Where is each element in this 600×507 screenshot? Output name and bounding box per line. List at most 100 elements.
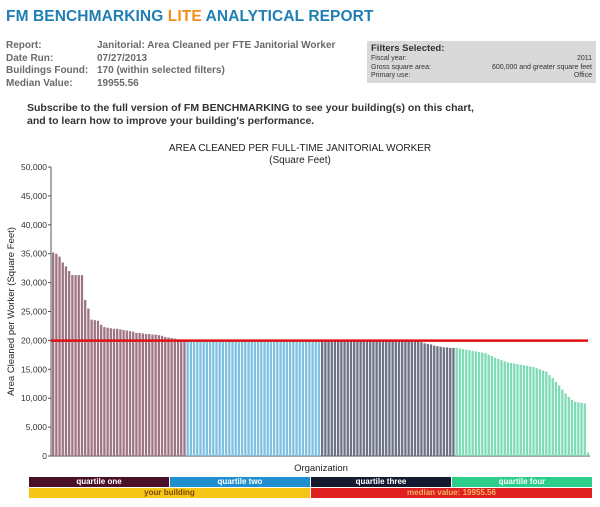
bar-quartile-one bbox=[154, 334, 157, 456]
bar-quartile-one bbox=[128, 331, 132, 456]
bar-quartile-two bbox=[202, 340, 205, 456]
chart-title-block: AREA CLEANED PER FULL-TIME JANITORIAL WO… bbox=[0, 143, 600, 167]
subscribe-line-2: and to learn how to improve your buildin… bbox=[27, 114, 315, 127]
bar-quartile-three bbox=[452, 347, 455, 456]
meta-value: 170 (within selected filters) bbox=[97, 65, 225, 76]
bar-quartile-four bbox=[455, 347, 458, 456]
bar-quartile-two bbox=[237, 340, 241, 456]
filter-label: Gross square area: bbox=[371, 63, 431, 71]
bar-quartile-four bbox=[532, 366, 535, 456]
y-axis-label: Area Cleaned per Worker (Square Feet) bbox=[6, 227, 17, 396]
y-tick-label: 45,000 bbox=[21, 191, 47, 201]
bar-quartile-one bbox=[87, 308, 90, 456]
bar-quartile-two bbox=[279, 340, 282, 456]
bar-quartile-two bbox=[304, 340, 308, 456]
bar-quartile-one bbox=[74, 275, 77, 456]
bar-quartile-four bbox=[519, 364, 522, 456]
bar-quartile-three bbox=[388, 340, 391, 456]
bar-quartile-four bbox=[490, 356, 494, 456]
report-title: FM BENCHMARKING LITE ANALYTICAL REPORT bbox=[6, 8, 374, 26]
bar-quartile-one bbox=[119, 329, 122, 456]
bar-quartile-two bbox=[292, 340, 295, 456]
bar-quartile-one bbox=[52, 252, 55, 456]
bar-quartile-one bbox=[100, 324, 103, 456]
bar-quartile-three bbox=[423, 343, 426, 456]
title-rest: ANALYTICAL REPORT bbox=[205, 8, 374, 25]
bar-quartile-two bbox=[311, 340, 314, 456]
bar-quartile-one bbox=[148, 334, 151, 456]
bar-quartile-three bbox=[449, 347, 452, 456]
bar-quartile-two bbox=[208, 340, 212, 456]
bar-quartile-one bbox=[106, 327, 109, 456]
bar-quartile-two bbox=[253, 340, 257, 456]
bar-quartile-one bbox=[170, 338, 173, 456]
bar-quartile-one bbox=[176, 339, 180, 456]
bar-quartile-two bbox=[298, 340, 301, 456]
bar-quartile-two bbox=[215, 340, 218, 456]
bar-quartile-four bbox=[551, 377, 554, 456]
bar-quartile-four bbox=[545, 371, 548, 456]
bar-quartile-three bbox=[385, 340, 388, 456]
bar-quartile-two bbox=[256, 340, 260, 456]
bar-quartile-two bbox=[285, 340, 289, 456]
bar-quartile-one bbox=[103, 327, 106, 456]
bar-quartile-one bbox=[160, 335, 164, 456]
bar-quartile-four bbox=[506, 362, 510, 456]
bar-quartile-one bbox=[135, 332, 138, 456]
bar-quartile-three bbox=[337, 340, 340, 456]
bar-quartile-three bbox=[381, 340, 385, 456]
bar-quartile-four bbox=[458, 348, 462, 456]
bar-quartile-one bbox=[183, 340, 186, 456]
bar-quartile-two bbox=[247, 340, 250, 456]
meta-row-report: Report: Janitorial: Area Cleaned per FTE… bbox=[6, 40, 357, 53]
bar-quartile-one bbox=[138, 332, 141, 456]
bar-quartile-three bbox=[365, 340, 369, 456]
bar-quartile-two bbox=[240, 340, 244, 456]
bar-quartile-three bbox=[445, 347, 449, 456]
bar-quartile-three bbox=[401, 340, 404, 456]
bar-quartile-three bbox=[433, 345, 436, 456]
bar-quartile-four bbox=[516, 364, 519, 456]
bar-quartile-four bbox=[484, 353, 487, 456]
bar-quartile-one bbox=[144, 334, 148, 456]
bar-quartile-three bbox=[436, 346, 439, 456]
x-axis-label: Organization bbox=[294, 463, 348, 474]
bar-quartile-three bbox=[407, 340, 410, 456]
bar-quartile-four bbox=[580, 402, 583, 456]
bar-quartile-three bbox=[340, 340, 343, 456]
meta-label: Median Value: bbox=[6, 77, 73, 89]
y-tick-label: 15,000 bbox=[21, 364, 47, 374]
bar-quartile-two bbox=[205, 340, 209, 456]
filter-row: Primary use: Office bbox=[371, 72, 592, 81]
bar-quartile-four bbox=[493, 357, 497, 456]
bar-quartile-three bbox=[404, 340, 407, 456]
bar-quartile-three bbox=[356, 340, 359, 456]
bar-quartile-two bbox=[186, 340, 189, 456]
bar-quartile-four bbox=[577, 402, 580, 456]
bar-quartile-two bbox=[189, 340, 193, 456]
bar-quartile-one bbox=[167, 337, 170, 456]
bar-quartile-four bbox=[557, 385, 561, 456]
bar-quartile-two bbox=[317, 340, 321, 456]
bar-quartile-two bbox=[260, 340, 263, 456]
bar-quartile-three bbox=[321, 340, 324, 456]
bar-quartile-three bbox=[429, 344, 433, 456]
bar-quartile-four bbox=[548, 375, 551, 456]
bar-quartile-one bbox=[122, 330, 125, 456]
bar-quartile-three bbox=[369, 340, 372, 456]
chart-subtitle: (Square Feet) bbox=[269, 155, 331, 166]
bar-quartile-four bbox=[541, 370, 545, 456]
filter-label: Fiscal year: bbox=[371, 55, 407, 62]
bar-quartile-three bbox=[324, 340, 327, 456]
bar-quartile-three bbox=[426, 343, 429, 456]
bar-quartile-two bbox=[224, 340, 228, 456]
meta-label: Buildings Found: bbox=[6, 65, 89, 76]
filter-row: Gross square area: 600,000 and greater s… bbox=[371, 64, 592, 73]
filter-label: Primary use: bbox=[371, 72, 411, 79]
quartile-four-band: quartile four bbox=[452, 477, 592, 487]
bar-quartile-three bbox=[362, 340, 365, 456]
filter-value: 2011 bbox=[576, 55, 592, 62]
bar-quartile-two bbox=[234, 340, 237, 456]
bar-quartile-three bbox=[346, 340, 349, 456]
bar-quartile-one bbox=[84, 299, 87, 456]
